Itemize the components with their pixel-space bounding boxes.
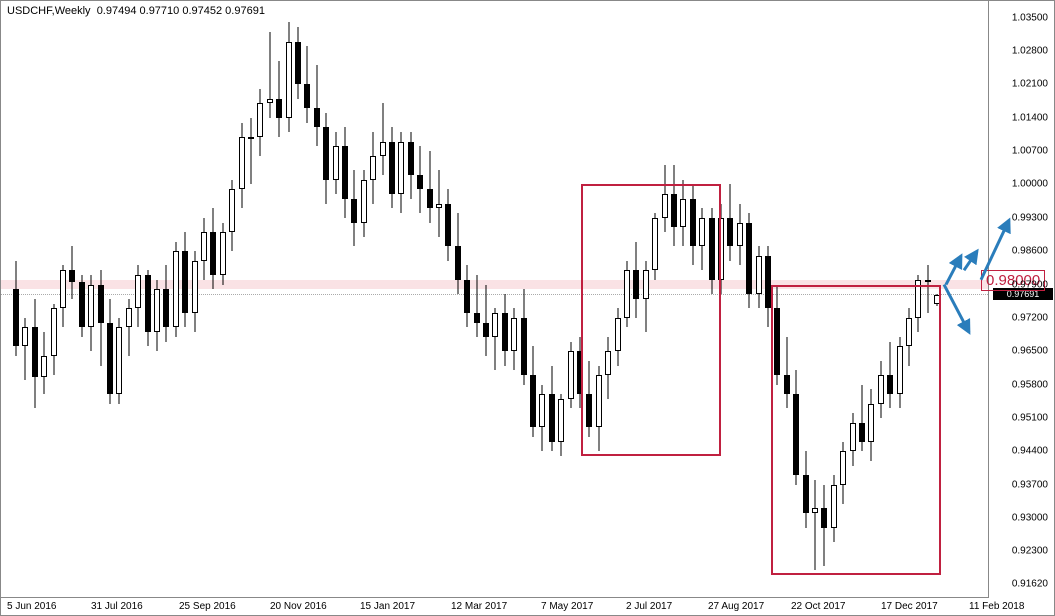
ohlc-high: 0.97710 — [140, 5, 180, 17]
y-tick-label: 0.93000 — [1012, 512, 1048, 523]
x-tick-label: 12 Mar 2017 — [451, 601, 507, 612]
y-tick-label: 1.02800 — [1012, 46, 1048, 57]
y-tick-label: 0.92300 — [1012, 546, 1048, 557]
y-tick-label: 0.97200 — [1012, 312, 1048, 323]
x-tick-label: 27 Aug 2017 — [708, 601, 764, 612]
y-tick-label: 1.02100 — [1012, 79, 1048, 90]
y-tick-label: 0.93700 — [1012, 479, 1048, 490]
y-tick-label: 1.01400 — [1012, 112, 1048, 123]
y-tick-label: 1.00700 — [1012, 146, 1048, 157]
x-tick-label: 5 Jun 2016 — [7, 601, 57, 612]
y-axis: 1.03500 1.02800 1.02100 1.01400 1.00700 1.000… — [989, 1, 1054, 597]
x-tick-label: 20 Nov 2016 — [270, 601, 327, 612]
y-tick-label: 0.99300 — [1012, 212, 1048, 223]
x-axis: 5 Jun 2016 31 Jul 2016 25 Sep 2016 20 Nov 2… — [1, 597, 989, 615]
x-tick-label: 2 Jul 2017 — [626, 601, 672, 612]
x-tick-label: 15 Jan 2017 — [360, 601, 415, 612]
y-tick-label: 0.94400 — [1012, 446, 1048, 457]
y-tick-label: 0.95800 — [1012, 379, 1048, 390]
plot-area[interactable]: 0.976910.98000 — [1, 1, 989, 597]
ohlc-open: 0.97494 — [97, 5, 137, 17]
y-tick-label: 0.97900 — [1012, 279, 1048, 290]
ohlc-low: 0.97452 — [182, 5, 222, 17]
x-tick-label: 22 Oct 2017 — [791, 601, 845, 612]
y-tick-label: 1.03500 — [1012, 12, 1048, 23]
symbol-label: USDCHF — [7, 5, 52, 17]
x-tick-label: 31 Jul 2016 — [91, 601, 143, 612]
x-tick-label: 25 Sep 2016 — [179, 601, 236, 612]
y-tick-label: 0.98600 — [1012, 246, 1048, 257]
chart-title: USDCHF,Weekly 0.97494 0.97710 0.97452 0.… — [7, 5, 265, 17]
y-tick-label: 0.91620 — [1012, 578, 1048, 589]
y-tick-label: 0.95100 — [1012, 412, 1048, 423]
ohlc-close: 0.97691 — [225, 5, 265, 17]
x-tick-label: 11 Feb 2018 — [969, 601, 1024, 612]
candlestick-chart[interactable]: USDCHF,Weekly 0.97494 0.97710 0.97452 0.… — [0, 0, 1055, 616]
x-tick-label: 17 Dec 2017 — [881, 601, 938, 612]
y-tick-label: 1.00000 — [1012, 179, 1048, 190]
timeframe-label: Weekly — [55, 5, 91, 17]
x-tick-label: 7 May 2017 — [541, 601, 593, 612]
y-tick-label: 0.96500 — [1012, 346, 1048, 357]
